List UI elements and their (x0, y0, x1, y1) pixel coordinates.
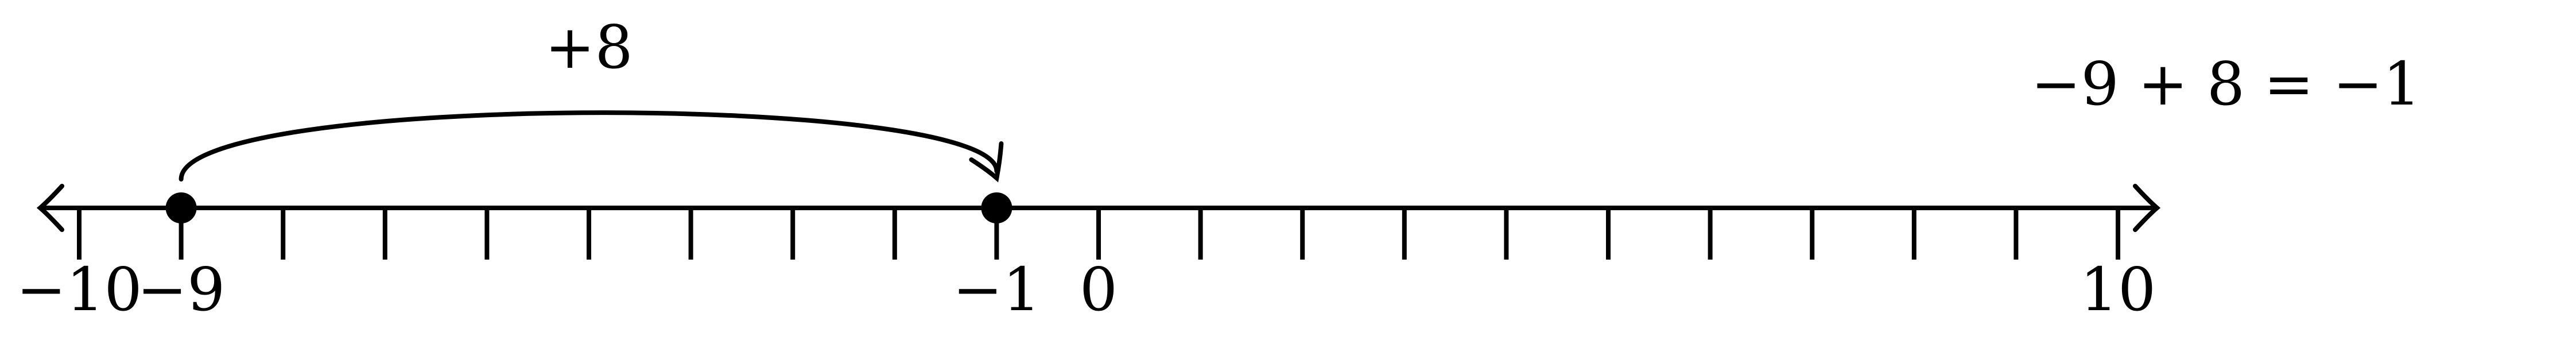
tick-label-10: 10 (2080, 254, 2156, 324)
tick-label--10: −10 (16, 254, 142, 324)
tick-label--1: −1 (953, 254, 1041, 324)
left-arrow-icon (36, 184, 64, 232)
start-point (165, 192, 197, 223)
end-point (981, 192, 1012, 223)
tick-label--9: −9 (137, 254, 225, 324)
points (165, 192, 1012, 223)
jump-arc (179, 110, 999, 181)
equation-text: −9 + 8 = −1 (2031, 49, 2420, 119)
tick-marks (77, 208, 2120, 260)
tick-labels: −10−9 −1 0 10 (16, 254, 2156, 324)
jump-arrowhead-icon (969, 141, 1004, 183)
jump-arc-group (179, 110, 1004, 183)
tick-label-0: 0 (1080, 254, 1118, 324)
jump-label: +8 (545, 12, 633, 82)
right-arrow-icon (2133, 184, 2161, 232)
